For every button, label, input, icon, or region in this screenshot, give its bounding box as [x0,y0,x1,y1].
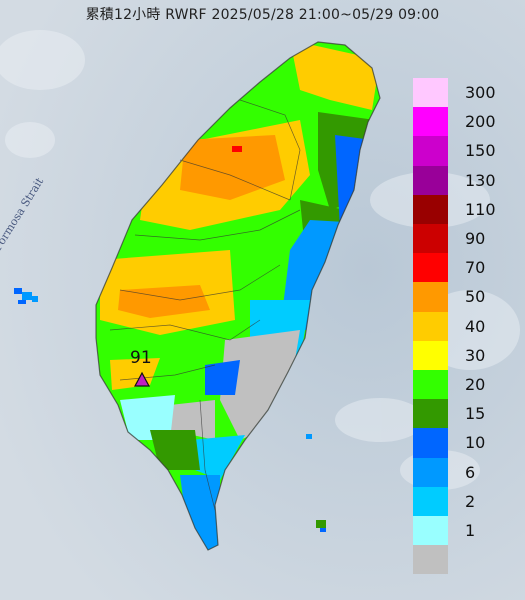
legend-swatch [413,165,448,195]
legend-swatch [413,282,448,312]
legend-label: 130 [465,170,496,190]
legend-label: 70 [465,258,486,278]
legend-label: 50 [465,287,486,307]
legend-swatch [413,340,448,370]
max-rainfall-value: 91 [130,348,152,368]
legend-label: 10 [465,433,486,453]
legend-swatch [413,194,448,224]
legend-swatch [413,78,448,108]
legend-swatch [413,136,448,166]
legend-swatch [413,370,448,400]
legend-label: 30 [465,345,486,365]
legend-label: 2 [465,491,476,511]
max-rainfall-marker [133,371,151,387]
legend-label: 200 [465,112,496,132]
legend-label: 15 [465,404,486,424]
legend-swatch [413,107,448,137]
county-boundaries [95,41,381,551]
penghu-islands [14,288,38,304]
legend-label: 90 [465,229,486,248]
legend-label: 20 [465,375,486,394]
legend-label: 40 [465,316,486,336]
map-title: 累積12小時 RWRF 2025/05/28 21:00~05/29 09:00 [85,7,440,23]
rainfall-legend: 300 200 150 130 110 90 70 50 40 30 20 15 10 6 2 1 [413,78,520,575]
legend-swatch [413,224,448,254]
legend-label: 150 [465,141,496,161]
legend-swatch [413,428,448,458]
legend-swatch [413,253,448,283]
legend-swatch [413,516,448,546]
legend-swatch [413,311,448,341]
legend-swatch [413,399,448,429]
legend-label: 110 [465,199,496,219]
legend-label: 300 [465,83,496,102]
legend-label: 6 [465,462,476,482]
legend-swatch [413,545,448,575]
offshore-islands [306,434,326,532]
legend-swatch [413,457,448,487]
legend-swatch [413,486,448,516]
legend-label: 1 [465,521,476,540]
